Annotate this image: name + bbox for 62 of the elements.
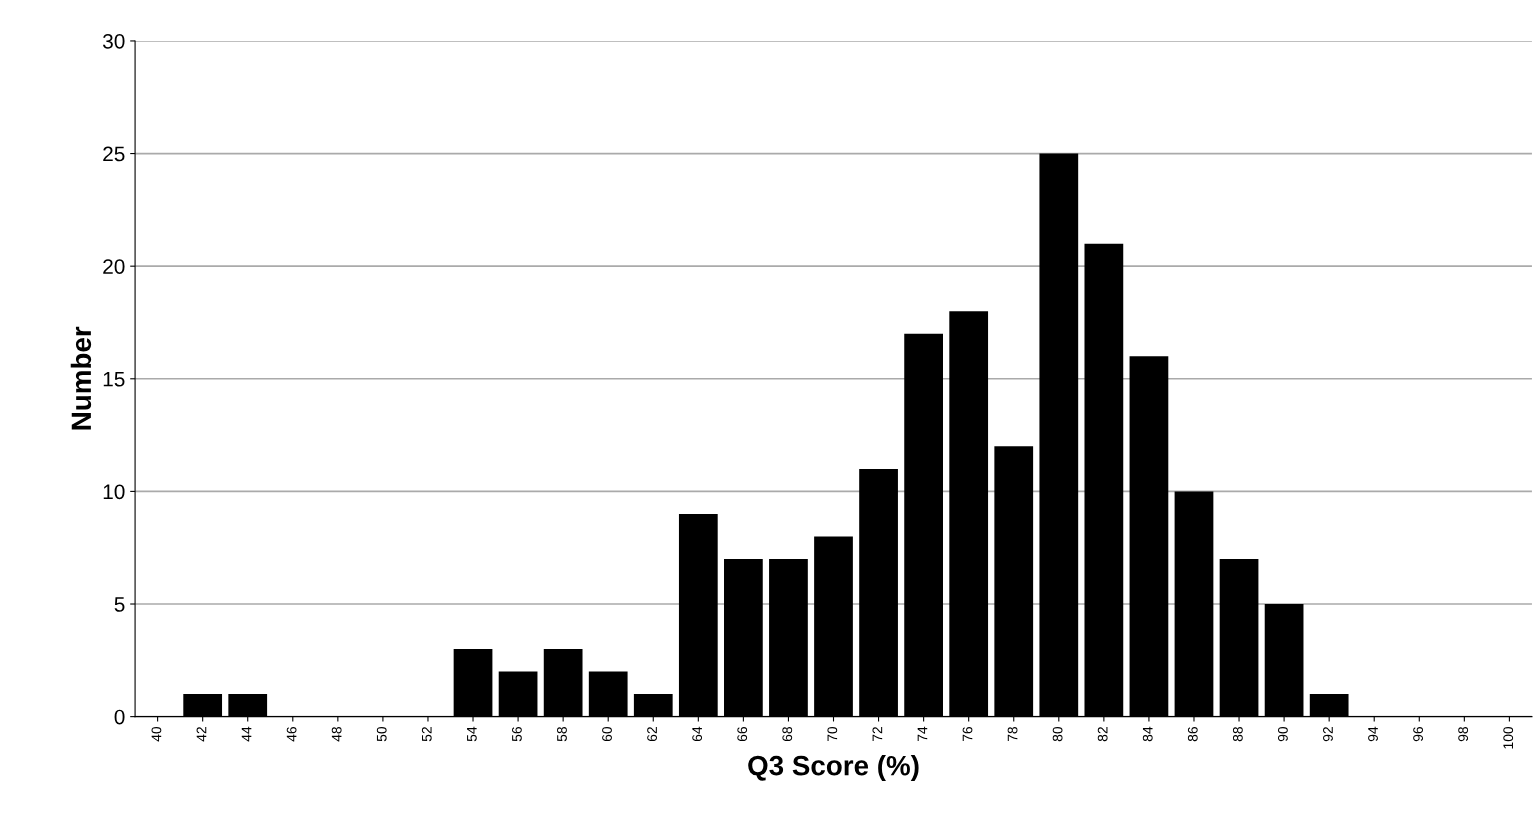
bar — [814, 536, 853, 717]
y-tick-label: 25 — [103, 146, 125, 162]
bar — [1039, 153, 1079, 717]
x-tick-label: 48 — [331, 726, 342, 742]
bar — [1309, 694, 1349, 717]
bar — [678, 513, 718, 717]
y-tick-label: 5 — [114, 597, 125, 612]
bar — [1084, 243, 1124, 717]
x-tick-label: 80 — [1052, 726, 1063, 742]
bar — [724, 558, 763, 717]
x-tick-label: 64 — [692, 726, 703, 742]
bar — [949, 311, 989, 717]
x-tick-label: 98 — [1458, 726, 1469, 742]
bar — [183, 694, 223, 717]
x-tick-label: 72 — [872, 727, 883, 742]
y-tick-label: 30 — [102, 33, 125, 49]
x-tick-label: 94 — [1368, 726, 1378, 742]
bar — [769, 558, 808, 717]
y-tick-label: 10 — [103, 484, 125, 500]
x-tick-label: 44 — [241, 726, 252, 742]
bar — [904, 333, 943, 717]
x-tick-label: 74 — [917, 726, 928, 742]
bar — [543, 649, 583, 717]
bar — [994, 446, 1034, 717]
y-tick-label: 0 — [114, 709, 125, 725]
x-tick-label: 68 — [782, 726, 793, 742]
bar — [859, 468, 898, 717]
bar — [1174, 491, 1214, 717]
x-tick-label: 88 — [1232, 726, 1243, 742]
bar — [1129, 356, 1169, 717]
x-tick-label: 92 — [1323, 727, 1333, 742]
y-tick-label: 15 — [103, 372, 125, 387]
x-tick-label: 86 — [1187, 726, 1198, 742]
x-tick-label: 82 — [1097, 727, 1108, 742]
bar — [453, 649, 493, 717]
x-tick-label: 84 — [1142, 726, 1153, 742]
bar — [498, 671, 538, 717]
x-tick-label: 60 — [602, 726, 612, 742]
x-tick-label: 46 — [286, 726, 297, 742]
x-tick-label: 50 — [376, 726, 387, 742]
x-tick-label: 62 — [647, 727, 657, 742]
bar — [633, 694, 673, 717]
x-tick-label: 76 — [962, 726, 973, 742]
x-tick-label: 58 — [557, 726, 567, 742]
x-tick-label: 70 — [827, 726, 838, 742]
x-tick-label: 78 — [1007, 726, 1018, 742]
bar — [228, 694, 268, 717]
x-tick-label: 40 — [151, 726, 162, 742]
bar — [1264, 604, 1304, 717]
x-tick-label: 96 — [1413, 726, 1424, 742]
x-tick-label: 100 — [1503, 726, 1514, 749]
x-tick-label: 56 — [511, 726, 522, 742]
x-tick-label: 90 — [1278, 726, 1288, 742]
bar — [1219, 558, 1259, 717]
x-tick-label: 52 — [421, 727, 432, 742]
x-tick-label: 42 — [196, 727, 207, 742]
x-tick-label: 54 — [467, 726, 477, 742]
bar — [588, 671, 628, 717]
y-axis-title: Number — [70, 326, 92, 430]
x-tick-label: 66 — [737, 726, 748, 742]
y-tick-label: 20 — [103, 259, 125, 274]
x-axis-title: Q3 Score (%) — [748, 755, 919, 781]
